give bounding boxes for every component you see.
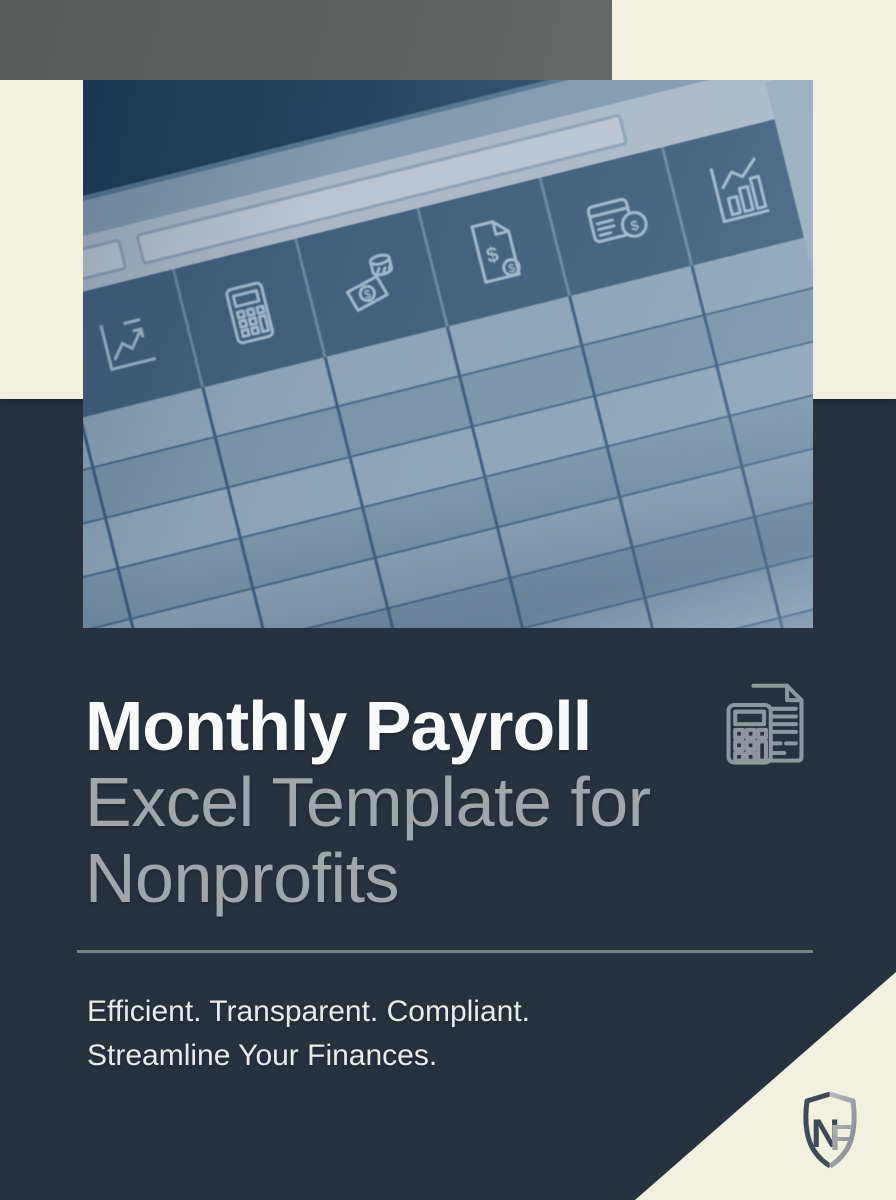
- nf-shield-logo: N F: [803, 1091, 857, 1169]
- calculator-document-icon: [726, 683, 804, 765]
- icon-header-row: $: [83, 80, 813, 449]
- page-title-line-3: Nonprofits: [85, 839, 400, 917]
- tagline: Efficient. Transparent. Compliant. Strea…: [87, 990, 530, 1078]
- divider-line: [77, 950, 813, 953]
- cash-coins-icon: $: [297, 208, 446, 357]
- calculator-icon: [174, 239, 324, 388]
- svg-text:$: $: [362, 287, 372, 302]
- hero-image: $: [83, 80, 813, 628]
- spreadsheet-photo: $: [83, 80, 813, 628]
- tagline-line-1: Efficient. Transparent. Compliant.: [87, 995, 530, 1028]
- tagline-line-2: Streamline Your Finances.: [87, 1039, 438, 1072]
- title-block: Monthly Payroll Excel Template for Nonpr…: [85, 688, 651, 916]
- bar-chart-icon: [663, 117, 813, 266]
- page-title-line-1: Monthly Payroll: [85, 687, 592, 765]
- page-title-line-2: Excel Template for: [85, 763, 651, 841]
- top-accent-bar: [0, 0, 612, 80]
- logo-letter-n: N: [811, 1112, 840, 1156]
- receipt-coin-icon: $: [541, 147, 691, 296]
- svg-text:$: $: [629, 218, 641, 235]
- line-chart-icon: [83, 269, 202, 418]
- document-dollar-icon: $ $: [419, 178, 569, 327]
- name-box: [83, 238, 128, 284]
- logo-letter-f: F: [830, 1117, 852, 1158]
- svg-text:$: $: [506, 260, 516, 275]
- svg-text:$: $: [483, 242, 500, 268]
